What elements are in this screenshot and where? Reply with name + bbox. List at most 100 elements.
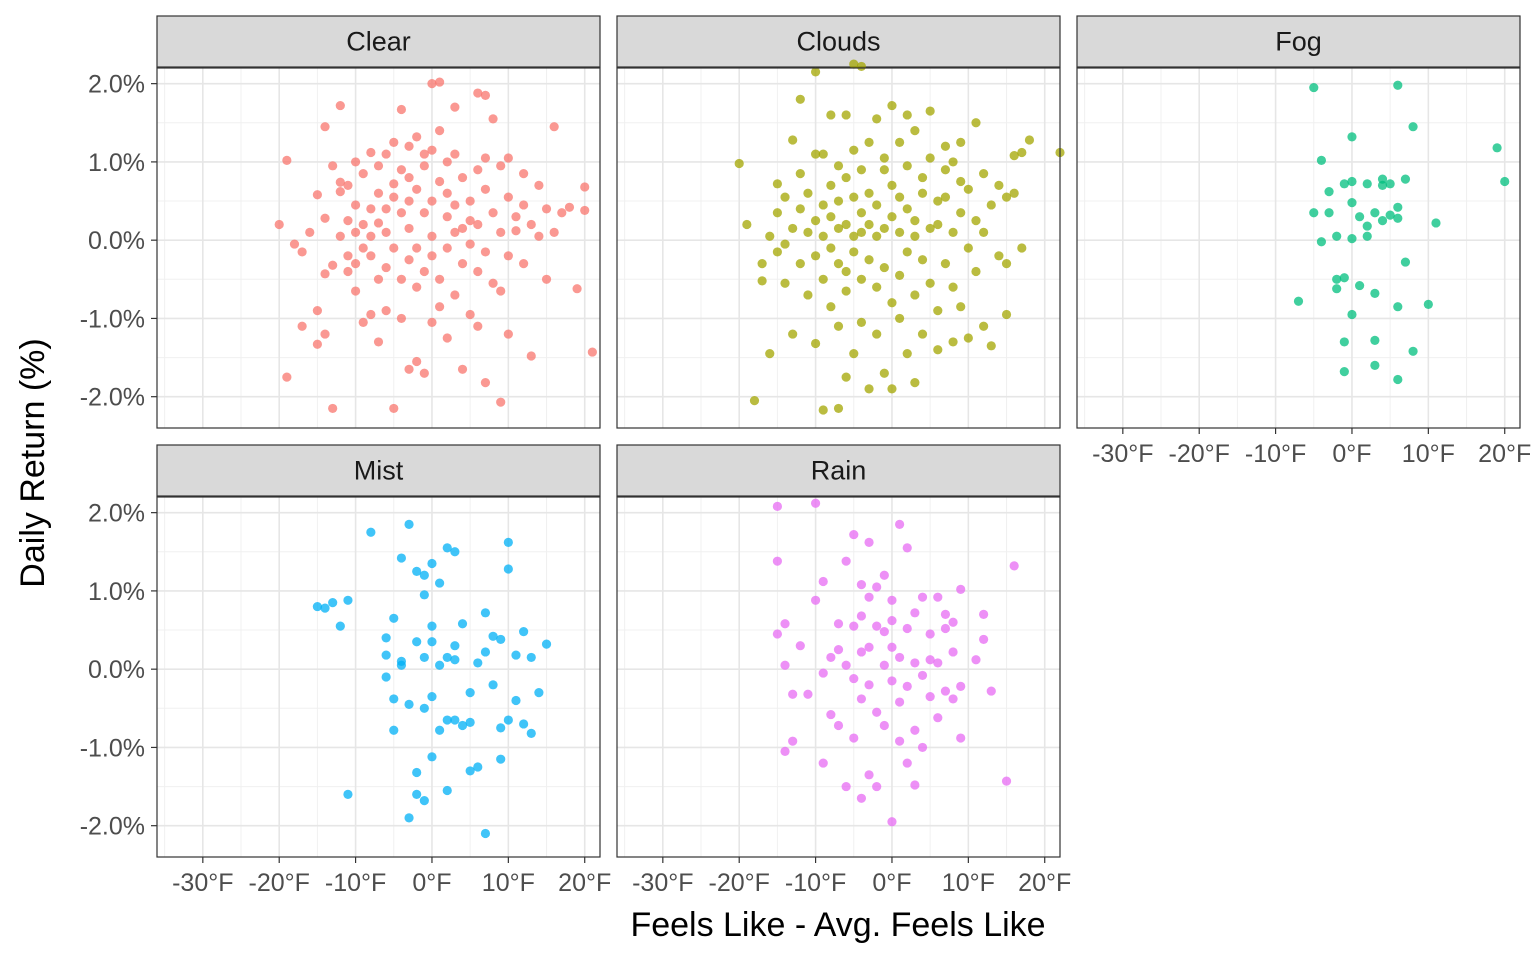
data-point-fog bbox=[1370, 360, 1380, 370]
data-point-clouds bbox=[956, 208, 966, 218]
data-point-clouds bbox=[765, 349, 775, 359]
data-point-clouds bbox=[765, 231, 775, 241]
data-point-rain bbox=[933, 658, 943, 668]
data-point-clear bbox=[358, 219, 368, 230]
data-point-rain bbox=[864, 537, 874, 547]
data-point-clear bbox=[358, 169, 368, 179]
data-point-fog bbox=[1400, 174, 1411, 184]
data-point-fog bbox=[1316, 237, 1327, 247]
data-point-fog bbox=[1492, 143, 1502, 153]
data-point-clear bbox=[404, 172, 414, 183]
data-point-fog bbox=[1347, 132, 1357, 142]
y-tick-label: -2.0% bbox=[80, 813, 145, 841]
data-point-mist bbox=[419, 652, 429, 663]
x-tick-label: -20°F bbox=[249, 869, 310, 897]
data-point-clouds bbox=[757, 276, 767, 286]
data-point-clear bbox=[335, 231, 345, 241]
data-point-clear bbox=[396, 313, 407, 324]
data-point-clear bbox=[335, 100, 345, 111]
data-point-clouds bbox=[810, 338, 821, 349]
data-point-clouds bbox=[849, 247, 859, 257]
data-point-clouds bbox=[925, 106, 935, 116]
data-point-fog bbox=[1431, 218, 1441, 228]
data-point-rain bbox=[956, 733, 966, 743]
data-point-clear bbox=[366, 147, 376, 158]
data-point-clear bbox=[419, 149, 429, 159]
data-point-rain bbox=[772, 629, 782, 639]
data-point-clear bbox=[419, 208, 429, 218]
data-point-rain bbox=[803, 689, 813, 699]
data-point-clear bbox=[419, 266, 429, 277]
x-tick-label: 10°F bbox=[942, 869, 995, 897]
data-point-fog bbox=[1377, 216, 1388, 226]
data-point-clear bbox=[473, 165, 483, 175]
data-point-clear bbox=[396, 165, 407, 175]
data-point-clear bbox=[435, 302, 445, 312]
data-point-mist bbox=[473, 762, 483, 772]
data-point-rain bbox=[879, 720, 889, 731]
data-point-clear bbox=[328, 161, 338, 171]
data-point-rain bbox=[772, 501, 782, 511]
data-point-clouds bbox=[803, 188, 813, 198]
data-point-rain bbox=[788, 736, 798, 746]
data-point-mist bbox=[503, 564, 513, 574]
data-point-clear bbox=[427, 79, 437, 89]
data-point-clear bbox=[358, 317, 368, 327]
data-point-mist bbox=[541, 639, 552, 649]
data-point-clouds bbox=[856, 165, 867, 175]
data-point-rain bbox=[841, 781, 851, 792]
data-point-clear bbox=[274, 219, 284, 230]
data-point-rain bbox=[902, 543, 912, 553]
data-point-rain bbox=[849, 673, 859, 684]
y-tick-label: -1.0% bbox=[80, 734, 145, 762]
data-point-rain bbox=[910, 725, 920, 735]
data-point-rain bbox=[971, 655, 981, 665]
data-point-clouds bbox=[887, 298, 897, 308]
data-point-clear bbox=[503, 329, 513, 339]
data-point-fog bbox=[1362, 179, 1372, 189]
data-point-mist bbox=[389, 613, 399, 623]
data-point-rain bbox=[933, 592, 943, 602]
data-point-mist bbox=[312, 601, 322, 612]
data-point-clear bbox=[534, 180, 544, 190]
data-point-clear bbox=[503, 251, 513, 261]
data-point-clear bbox=[427, 251, 437, 261]
data-point-clouds bbox=[879, 223, 889, 234]
data-point-clear bbox=[496, 161, 506, 171]
data-point-clouds bbox=[841, 172, 851, 183]
facet-strip-fog bbox=[1076, 15, 1521, 68]
x-tick-label: 10°F bbox=[482, 869, 535, 897]
x-tick-label: -20°F bbox=[709, 869, 770, 897]
data-point-clouds bbox=[902, 204, 912, 214]
facet-strip-label-clouds: Clouds bbox=[796, 27, 880, 57]
data-point-clouds bbox=[788, 223, 798, 234]
data-point-clear bbox=[320, 122, 330, 132]
data-point-rain bbox=[910, 608, 920, 618]
facet-panels: Clear -2.0% -1.0% 0.0% 1.0% 2.0% Clouds Fog -30°… bbox=[80, 15, 1531, 897]
data-point-fog bbox=[1309, 208, 1319, 218]
panel-background bbox=[1077, 68, 1520, 428]
data-point-clear bbox=[519, 169, 529, 179]
data-point-rain bbox=[948, 617, 958, 627]
data-point-clear bbox=[312, 190, 322, 200]
data-point-clouds bbox=[826, 243, 836, 253]
data-point-clear bbox=[343, 251, 353, 261]
data-point-clear bbox=[473, 219, 483, 230]
facet-strip-clouds bbox=[616, 15, 1061, 68]
facet-strip-mist bbox=[156, 444, 601, 497]
data-point-clouds bbox=[803, 227, 813, 237]
data-point-clear bbox=[557, 208, 567, 218]
data-point-rain bbox=[856, 580, 867, 590]
data-point-clouds bbox=[879, 165, 889, 175]
data-point-clouds bbox=[818, 405, 828, 415]
data-point-clear bbox=[320, 329, 330, 339]
data-point-clear bbox=[473, 321, 483, 331]
data-point-clear bbox=[312, 306, 322, 316]
data-point-mist bbox=[435, 660, 445, 670]
data-point-clouds bbox=[864, 384, 874, 394]
data-point-clouds bbox=[1009, 188, 1019, 198]
data-point-clouds bbox=[910, 126, 920, 136]
data-point-rain bbox=[917, 670, 928, 681]
data-point-clouds bbox=[895, 137, 905, 147]
facet-panel-clear: Clear -2.0% -1.0% 0.0% 1.0% 2.0% bbox=[80, 15, 601, 429]
